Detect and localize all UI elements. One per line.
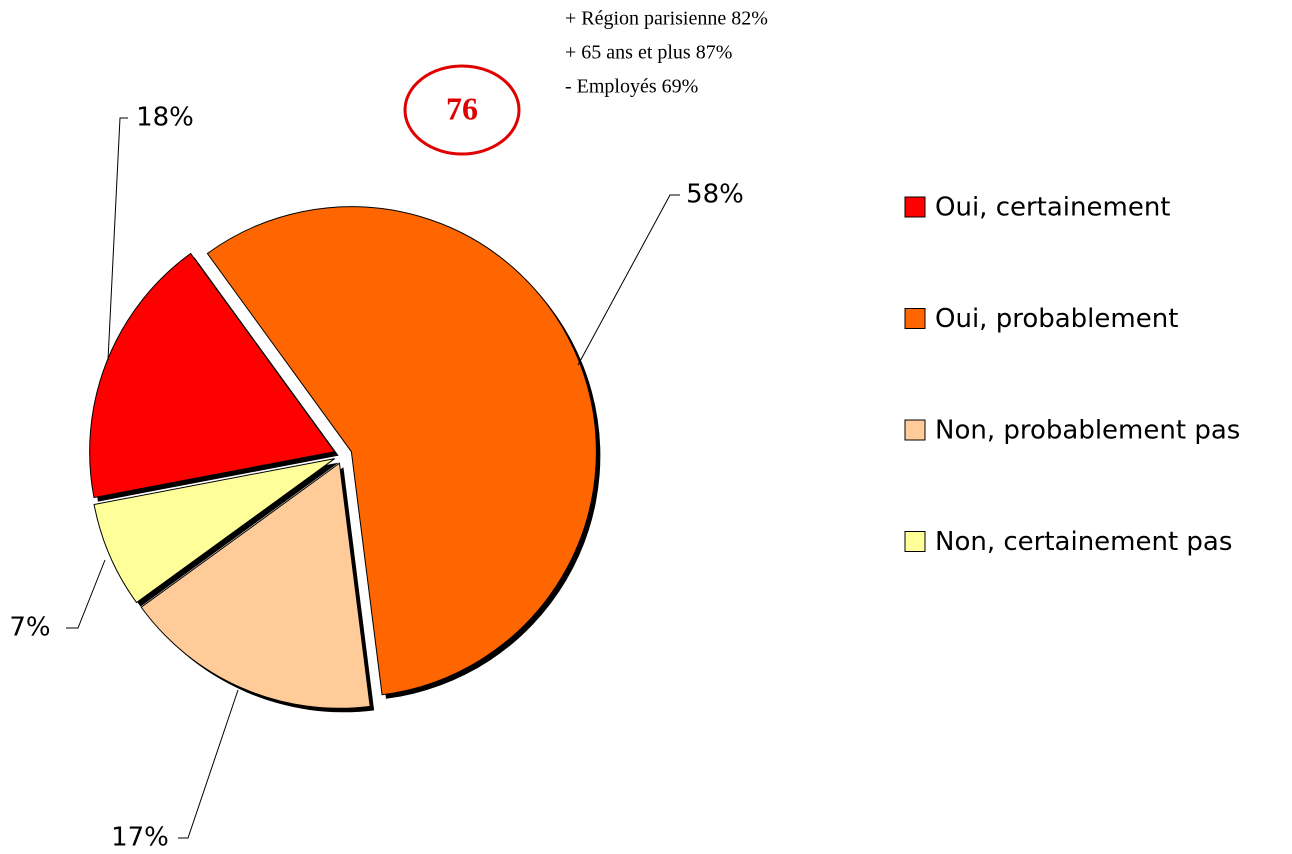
leader-line — [178, 689, 239, 839]
legend-swatch — [904, 531, 926, 552]
legend-label: Non, probablement pas — [935, 416, 1240, 446]
slice — [206, 206, 597, 696]
data-label: 58% — [686, 180, 744, 210]
slice — [93, 458, 336, 604]
legend-label: Oui, certainement — [935, 193, 1171, 223]
legend-swatch — [904, 419, 926, 441]
leader-line — [577, 194, 680, 366]
highlight-circle — [403, 64, 521, 156]
leader-line — [107, 117, 128, 361]
highlight-value: 76 — [446, 90, 478, 126]
data-label: 7% — [9, 613, 50, 643]
legend-swatch — [904, 308, 926, 329]
data-label: 17% — [111, 823, 169, 853]
slice — [140, 462, 371, 709]
slice — [89, 252, 336, 499]
annotation: + 65 ans et plus 87% — [565, 42, 732, 64]
annotation: + Région parisienne 82% — [565, 8, 768, 30]
legend-swatch — [904, 196, 926, 218]
legend-label: Oui, probablement — [935, 304, 1178, 334]
leader-line — [66, 559, 106, 629]
legend-label: Non, certainement pas — [935, 527, 1232, 557]
annotation: - Employés 69% — [565, 76, 698, 98]
data-label: 18% — [136, 103, 194, 133]
